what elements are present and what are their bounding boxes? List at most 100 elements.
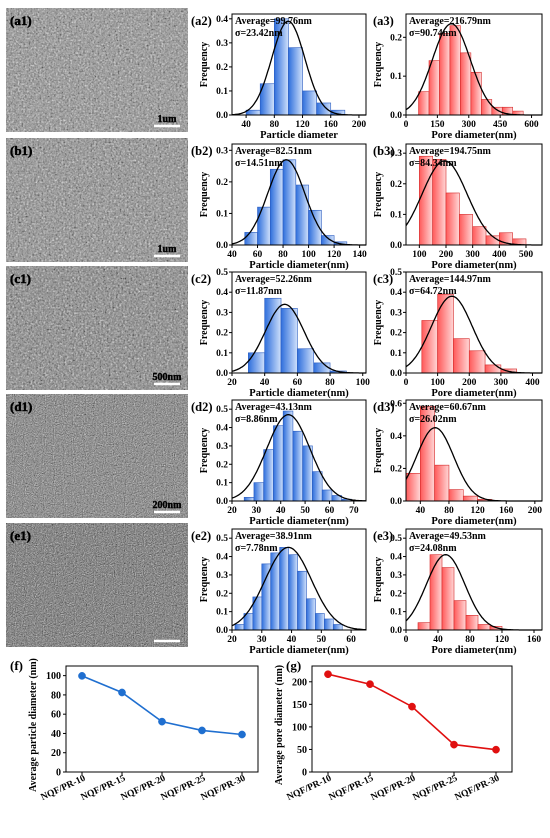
y-tick-label: 0.0	[390, 241, 402, 251]
y-tick-label: 0.3	[216, 571, 228, 581]
y-tick-label: 0.0	[390, 369, 402, 379]
y-tick-label: 0.0	[390, 497, 402, 507]
x-tick-label: 80	[444, 506, 454, 516]
x-tick-label: 0	[404, 635, 409, 645]
histogram-bar	[243, 497, 255, 502]
x-tick-label: 60	[346, 635, 356, 645]
y-tick-label: 0.4	[390, 432, 402, 442]
histogram-bar	[315, 613, 325, 631]
x-axis-label: Particle diameter(nm)	[249, 516, 349, 527]
panel-label: (a2)	[191, 14, 212, 28]
average-annotation: Average=49.53nm	[409, 531, 487, 542]
x-tick-label: 100	[301, 250, 316, 260]
y-tick-label: 0.0	[216, 111, 228, 121]
x-axis-label: Pore diameter(nm)	[431, 260, 517, 271]
x-tick-label: 80	[325, 378, 335, 388]
sem-panel-label: (a1)	[10, 13, 32, 28]
y-tick-label: 0.6	[390, 399, 402, 409]
histogram-bar	[261, 563, 272, 631]
y-tick-label: 0.2	[216, 589, 228, 599]
data-point	[450, 740, 458, 749]
sem-texture	[6, 266, 188, 390]
histogram-pore: 0 40 80 120 160 0.0 0.1 0.2 0.3 0.4 0.5 Pore diamet…	[373, 528, 543, 656]
histogram-bar	[257, 206, 271, 246]
histogram-bar	[405, 473, 421, 502]
y-tick-label: 0.2	[390, 180, 402, 190]
y-tick-label: 0.1	[216, 209, 228, 219]
y-axis-label: Frequency	[373, 300, 384, 345]
x-tick-label: 40	[260, 378, 270, 388]
histogram-bar	[273, 425, 284, 502]
sigma-annotation: σ=23.42nm	[235, 28, 283, 39]
sem-texture	[6, 523, 188, 647]
x-tick-label: 150	[430, 120, 445, 130]
histogram-pore: 0 100 200 300 400 0.0 0.1 0.2 0.3 0.4 0.5 Pore diam…	[373, 268, 543, 399]
plot-frame	[231, 271, 367, 374]
x-tick-label: 100	[356, 378, 371, 388]
y-axis-label: Frequency	[373, 557, 384, 602]
x-axis-label: Particle diameter	[260, 130, 338, 141]
histogram-bar	[462, 495, 478, 502]
panel-label: (e2)	[191, 529, 211, 543]
histogram-bar	[234, 624, 245, 631]
plot-frame	[405, 143, 543, 246]
average-annotation: Average=52.26nm	[235, 274, 313, 285]
y-tick-label: 0.2	[390, 329, 402, 339]
panel-label: (d2)	[191, 400, 213, 414]
x-tick-label: NQF/PR-15	[80, 774, 128, 803]
histogram-particle: 20 40 60 80 100 0.0 0.1 0.2 0.3 0.4 0.5 Particle di…	[191, 268, 370, 399]
sigma-annotation: σ=14.51nm	[235, 158, 283, 169]
y-axis-label: Average pore diameter (nm)	[274, 665, 285, 785]
x-tick-label: NQF/PR-10	[286, 774, 334, 803]
histogram-bar	[448, 489, 464, 502]
plot-frame	[405, 399, 543, 502]
histogram-bar	[429, 554, 443, 631]
x-tick-label: 30	[252, 506, 262, 516]
y-tick-label: 0.2	[390, 589, 402, 599]
x-tick-label: 160	[527, 635, 542, 645]
x-tick-label: NQF/PR-30	[454, 774, 502, 803]
histogram-bar	[481, 99, 493, 116]
scale-bar-label: 1um	[158, 114, 178, 125]
histogram-bar	[297, 570, 307, 631]
histogram-bar	[306, 598, 316, 631]
y-tick-label: 0.3	[216, 308, 228, 318]
histogram-bar	[313, 362, 331, 374]
histogram-bar	[244, 232, 258, 246]
histogram-bar	[282, 159, 297, 246]
histogram-bar	[248, 352, 265, 374]
data-point	[118, 688, 126, 697]
average-annotation: Average=216.79nm	[409, 16, 492, 27]
x-tick-label: 70	[349, 506, 359, 516]
average-annotation: Average=194.75nm	[409, 146, 492, 157]
panel-label: (e3)	[373, 529, 393, 543]
x-tick-label: 120	[495, 635, 510, 645]
x-tick-label: 600	[524, 120, 539, 130]
y-axis-label: Frequency	[373, 172, 384, 217]
x-tick-label: 200	[352, 120, 367, 130]
gaussian-fit-line	[231, 546, 367, 631]
histogram-bar	[288, 554, 298, 631]
plot-frame	[405, 528, 543, 631]
x-tick-label: 140	[352, 250, 367, 260]
y-tick-label: 0.3	[216, 146, 228, 156]
x-tick-label: 0	[404, 378, 409, 388]
x-tick-label: 40	[287, 635, 297, 645]
x-axis-label: Particle diameter(nm)	[249, 260, 349, 271]
x-tick-label: 50	[317, 635, 327, 645]
x-tick-label: 40	[241, 120, 251, 130]
x-tick-label: 40	[276, 506, 286, 516]
data-point	[408, 702, 416, 711]
panel-label: (c3)	[373, 272, 393, 286]
x-tick-label: 60	[253, 250, 263, 260]
x-tick-label: 160	[324, 120, 339, 130]
histogram-bar	[324, 618, 334, 631]
y-tick-label: 60	[51, 710, 61, 721]
y-tick-label: 0.5	[216, 534, 228, 544]
x-tick-label: 40	[433, 635, 443, 645]
histogram-bar	[428, 60, 440, 116]
histogram-bar	[434, 464, 450, 502]
x-axis-label: Pore diameter(nm)	[431, 645, 517, 656]
sem-image: (e1)	[6, 523, 188, 647]
